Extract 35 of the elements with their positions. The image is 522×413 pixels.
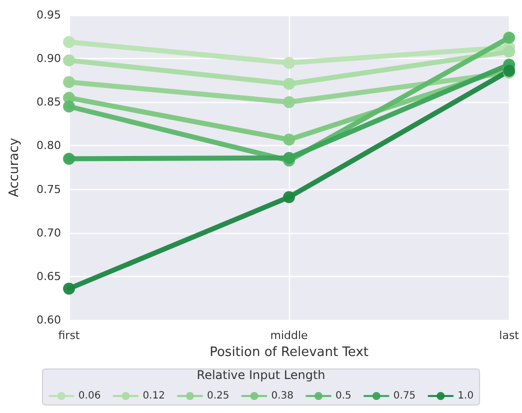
x-tick-label: first xyxy=(58,329,80,342)
legend-label: 0.5 xyxy=(335,390,352,402)
x-tick-label: last xyxy=(499,329,520,342)
point xyxy=(283,134,296,146)
point xyxy=(63,54,75,66)
point xyxy=(63,76,75,88)
point xyxy=(63,100,75,112)
y-tick-label: 0.95 xyxy=(36,8,61,22)
legend-label: 0.06 xyxy=(78,390,101,402)
legend-label: 0.75 xyxy=(393,390,416,402)
legend-label: 0.12 xyxy=(142,390,165,402)
point xyxy=(503,46,516,58)
point xyxy=(63,282,75,295)
y-tick-label: 0.60 xyxy=(36,314,61,326)
legend-label: 0.38 xyxy=(271,390,294,402)
x-tick-label: middle xyxy=(270,329,308,342)
point xyxy=(283,78,296,90)
y-tick-label: 0.70 xyxy=(36,226,61,240)
y-axis-title: Accuracy xyxy=(7,138,22,198)
point xyxy=(283,191,296,204)
y-tick-label: 0.75 xyxy=(36,182,61,196)
point xyxy=(283,96,296,108)
point xyxy=(503,32,516,44)
y-tick-label: 0.80 xyxy=(36,139,61,152)
legend-label: 1.0 xyxy=(458,390,474,402)
legend-label: 0.25 xyxy=(206,390,230,402)
y-tick-label: 0.85 xyxy=(36,96,61,109)
x-axis-title: Position of Relevant Text xyxy=(210,345,368,360)
legend-title: Relative Input Length xyxy=(196,368,326,382)
point xyxy=(283,152,296,164)
point xyxy=(63,152,75,165)
point xyxy=(63,36,75,48)
y-tick-label: 0.90 xyxy=(36,52,61,66)
point xyxy=(283,56,296,69)
y-tick-label: 0.65 xyxy=(36,270,61,283)
